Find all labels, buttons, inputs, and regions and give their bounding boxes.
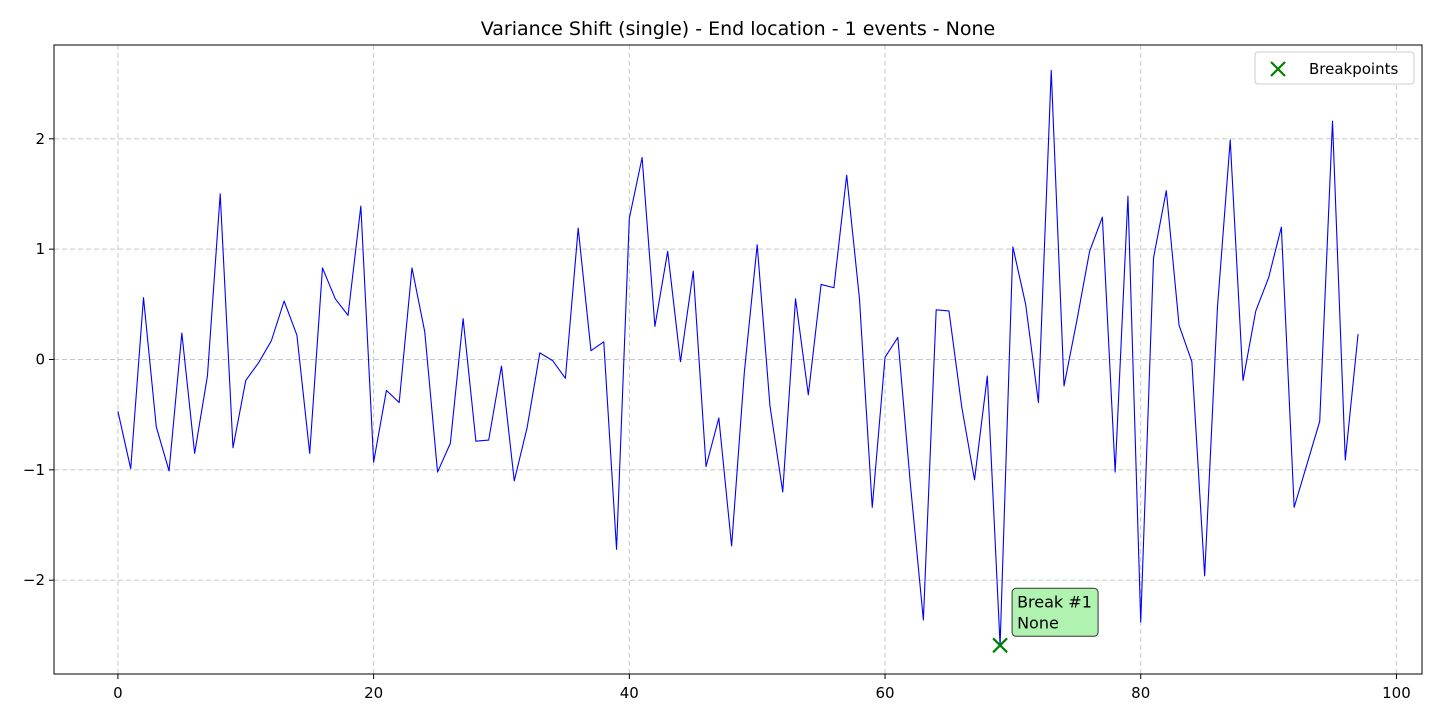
y-tick-label: 2 (35, 130, 45, 148)
annotation-label-line: None (1017, 613, 1059, 632)
x-tick-label: 0 (113, 684, 123, 702)
y-tick-label: 0 (35, 351, 45, 369)
x-tick-label: 60 (875, 684, 894, 702)
breakpoint-annotations: Break #1 None (1011, 587, 1099, 637)
grid (54, 45, 1422, 674)
legend: Breakpoints (1254, 51, 1415, 85)
annotation-label-line: Break #1 (1017, 592, 1092, 611)
series-line-0 (117, 69, 1359, 646)
annotation-box (1011, 587, 1099, 637)
x-tick-label: 80 (1131, 684, 1150, 702)
legend-marker-x-icon (1270, 61, 1286, 77)
y-tick-label: 1 (35, 240, 45, 258)
series-lines (117, 69, 1359, 646)
chart-title: Variance Shift (single) - End location -… (481, 18, 995, 40)
axis-ticks: 0 20 40 60 80 100 −2 −1 0 1 2 (23, 130, 1411, 702)
x-tick-label: 40 (620, 684, 639, 702)
y-tick-label: −2 (23, 571, 45, 589)
legend-box (1254, 51, 1415, 85)
x-tick-label: 100 (1382, 684, 1411, 702)
legend-label-breakpoints: Breakpoints (1309, 60, 1398, 78)
breakpoint-annotation: Break #1 None (1011, 587, 1099, 637)
y-tick-label: −1 (23, 461, 45, 479)
x-tick-label: 20 (364, 684, 383, 702)
breakpoint-markers (992, 637, 1008, 654)
breakpoint-marker-x-icon (992, 637, 1008, 654)
